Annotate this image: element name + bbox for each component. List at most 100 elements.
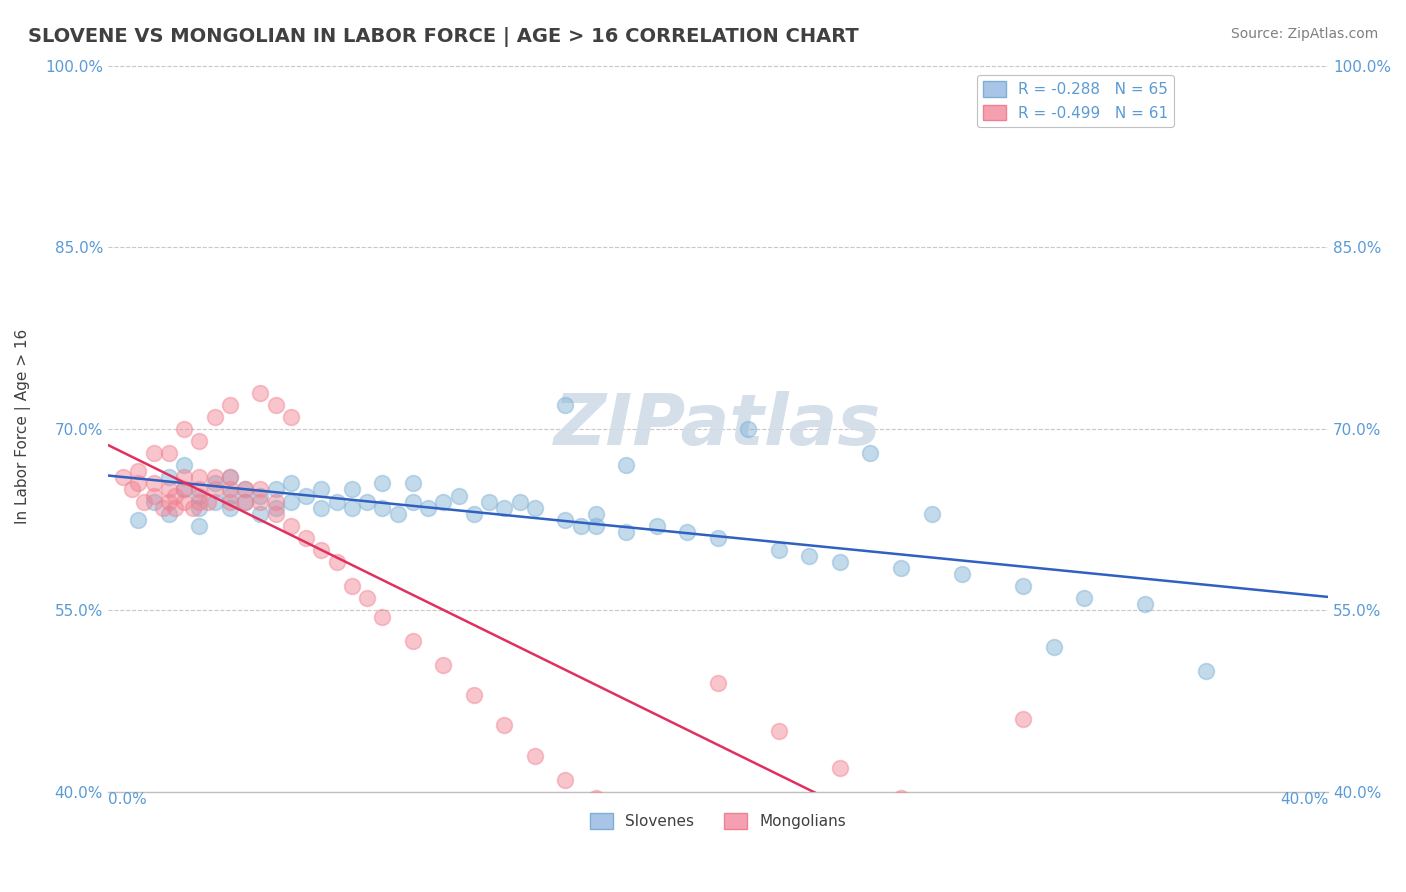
Point [1012, 579, 1035, 593]
Point [950, 567, 973, 582]
Point [921, 507, 943, 521]
Point [157, 483, 180, 497]
Point [249, 385, 271, 400]
Legend: Slovenes, Mongolians: Slovenes, Mongolians [583, 807, 852, 836]
Point [371, 500, 394, 515]
Point [163, 489, 186, 503]
Point [204, 409, 226, 424]
Point [828, 761, 851, 775]
Point [554, 398, 576, 412]
Point [188, 489, 211, 503]
Point [218, 398, 240, 412]
Point [387, 507, 409, 521]
Point [523, 500, 546, 515]
Text: SLOVENE VS MONGOLIAN IN LABOR FORCE | AGE > 16 CORRELATION CHART: SLOVENE VS MONGOLIAN IN LABOR FORCE | AG… [28, 27, 859, 46]
Point [157, 470, 180, 484]
Point [707, 676, 730, 690]
Point [142, 489, 165, 503]
Point [173, 422, 195, 436]
Point [371, 609, 394, 624]
Point [218, 489, 240, 503]
Point [311, 483, 333, 497]
Point [463, 688, 485, 702]
Point [173, 470, 195, 484]
Point [447, 489, 470, 503]
Point [356, 494, 378, 508]
Point [249, 494, 271, 508]
Point [218, 470, 240, 484]
Point [554, 772, 576, 787]
Point [121, 483, 143, 497]
Point [249, 507, 271, 521]
Point [127, 464, 149, 478]
Point [402, 494, 425, 508]
Point [188, 470, 211, 484]
Point [554, 513, 576, 527]
Point [295, 489, 318, 503]
Point [188, 434, 211, 448]
Point [134, 494, 156, 508]
Point [1042, 640, 1064, 654]
Point [585, 791, 607, 805]
Point [249, 483, 271, 497]
Point [204, 494, 226, 508]
Point [173, 494, 195, 508]
Point [828, 555, 851, 569]
Point [264, 507, 287, 521]
Point [432, 494, 454, 508]
Point [295, 531, 318, 545]
Point [188, 500, 211, 515]
Point [707, 531, 730, 545]
Point [645, 827, 668, 841]
Point [157, 494, 180, 508]
Point [890, 791, 912, 805]
Point [142, 494, 165, 508]
Point [311, 500, 333, 515]
Text: ZIPatlas: ZIPatlas [554, 392, 882, 460]
Point [356, 591, 378, 606]
Point [737, 422, 759, 436]
Point [233, 483, 256, 497]
Point [218, 470, 240, 484]
Point [585, 518, 607, 533]
Point [509, 494, 531, 508]
Point [616, 524, 638, 539]
Point [127, 513, 149, 527]
Point [616, 458, 638, 473]
Point [142, 476, 165, 491]
Point [233, 494, 256, 508]
Point [264, 500, 287, 515]
Point [616, 809, 638, 823]
Point [768, 543, 790, 558]
Point [218, 483, 240, 497]
Point [197, 494, 219, 508]
Point [233, 483, 256, 497]
Point [402, 476, 425, 491]
Point [569, 518, 592, 533]
Point [340, 483, 363, 497]
Point [173, 483, 195, 497]
Point [127, 476, 149, 491]
Point [494, 500, 516, 515]
Point [1012, 712, 1035, 726]
Point [280, 476, 302, 491]
Point [188, 518, 211, 533]
Point [402, 633, 425, 648]
Point [152, 500, 174, 515]
Point [325, 494, 347, 508]
Point [280, 518, 302, 533]
Text: 0.0%: 0.0% [108, 792, 146, 807]
Point [478, 494, 501, 508]
Point [280, 409, 302, 424]
Point [173, 458, 195, 473]
Point [218, 494, 240, 508]
Point [463, 507, 485, 521]
Text: 40.0%: 40.0% [1279, 792, 1329, 807]
Point [325, 555, 347, 569]
Point [218, 500, 240, 515]
Point [204, 470, 226, 484]
Point [157, 446, 180, 460]
Point [188, 494, 211, 508]
Point [494, 718, 516, 732]
Point [1195, 664, 1218, 678]
